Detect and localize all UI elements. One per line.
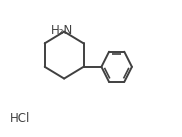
Text: HCl: HCl	[10, 112, 31, 125]
Text: H₂N: H₂N	[51, 24, 73, 37]
